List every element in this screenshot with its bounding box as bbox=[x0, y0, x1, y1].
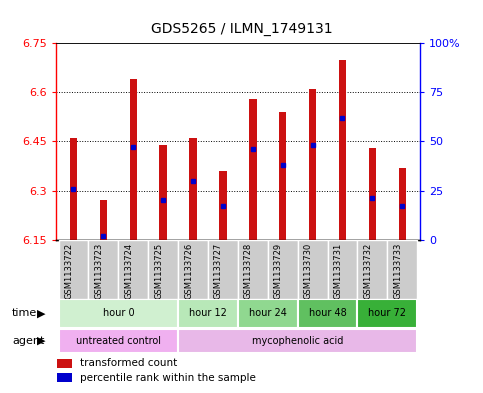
Bar bbox=[298, 240, 327, 299]
Bar bbox=[238, 240, 268, 299]
Text: hour 48: hour 48 bbox=[309, 309, 346, 318]
Text: GSM1133724: GSM1133724 bbox=[124, 242, 133, 299]
Text: transformed count: transformed count bbox=[80, 358, 177, 368]
Bar bbox=[118, 240, 148, 299]
Bar bbox=[219, 171, 227, 240]
Text: ▶: ▶ bbox=[37, 336, 45, 346]
Bar bbox=[58, 299, 178, 327]
Bar bbox=[357, 240, 387, 299]
Bar bbox=[268, 240, 298, 299]
Bar bbox=[398, 168, 406, 240]
Bar bbox=[88, 240, 118, 299]
Text: untreated control: untreated control bbox=[76, 336, 161, 346]
Bar bbox=[327, 240, 357, 299]
Text: GSM1133730: GSM1133730 bbox=[304, 242, 313, 299]
Text: percentile rank within the sample: percentile rank within the sample bbox=[80, 373, 256, 383]
Bar bbox=[208, 240, 238, 299]
Text: GSM1133728: GSM1133728 bbox=[244, 242, 253, 299]
Bar bbox=[238, 299, 298, 327]
Text: GSM1133733: GSM1133733 bbox=[393, 242, 402, 299]
Text: GSM1133726: GSM1133726 bbox=[184, 242, 193, 299]
Text: hour 72: hour 72 bbox=[369, 309, 406, 318]
Bar bbox=[298, 299, 357, 327]
Text: time: time bbox=[12, 309, 37, 318]
Bar bbox=[159, 145, 167, 240]
Text: GSM1133731: GSM1133731 bbox=[333, 242, 342, 299]
Text: ▶: ▶ bbox=[37, 309, 45, 318]
Text: mycophenolic acid: mycophenolic acid bbox=[252, 336, 343, 346]
Bar bbox=[57, 373, 72, 382]
Bar bbox=[357, 299, 417, 327]
Text: hour 0: hour 0 bbox=[102, 309, 134, 318]
Bar bbox=[178, 329, 417, 353]
Bar bbox=[58, 329, 178, 353]
Text: GDS5265 / ILMN_1749131: GDS5265 / ILMN_1749131 bbox=[151, 22, 332, 36]
Text: GSM1133727: GSM1133727 bbox=[214, 242, 223, 299]
Text: agent: agent bbox=[12, 336, 44, 346]
Bar bbox=[369, 148, 376, 240]
Bar bbox=[178, 299, 238, 327]
Bar bbox=[387, 240, 417, 299]
Text: GSM1133729: GSM1133729 bbox=[274, 242, 283, 299]
Text: GSM1133723: GSM1133723 bbox=[94, 242, 103, 299]
Text: GSM1133732: GSM1133732 bbox=[363, 242, 372, 299]
Text: GSM1133722: GSM1133722 bbox=[64, 242, 73, 299]
Bar bbox=[189, 138, 197, 240]
Text: GSM1133725: GSM1133725 bbox=[154, 242, 163, 299]
Bar bbox=[249, 99, 256, 240]
Bar bbox=[279, 112, 286, 240]
Text: hour 24: hour 24 bbox=[249, 309, 287, 318]
Bar bbox=[58, 240, 88, 299]
Bar bbox=[339, 60, 346, 240]
Bar bbox=[309, 89, 316, 240]
Bar bbox=[129, 79, 137, 240]
Text: hour 12: hour 12 bbox=[189, 309, 227, 318]
Bar bbox=[148, 240, 178, 299]
Bar bbox=[178, 240, 208, 299]
Bar bbox=[70, 138, 77, 240]
Bar bbox=[57, 358, 72, 368]
Bar bbox=[99, 200, 107, 240]
